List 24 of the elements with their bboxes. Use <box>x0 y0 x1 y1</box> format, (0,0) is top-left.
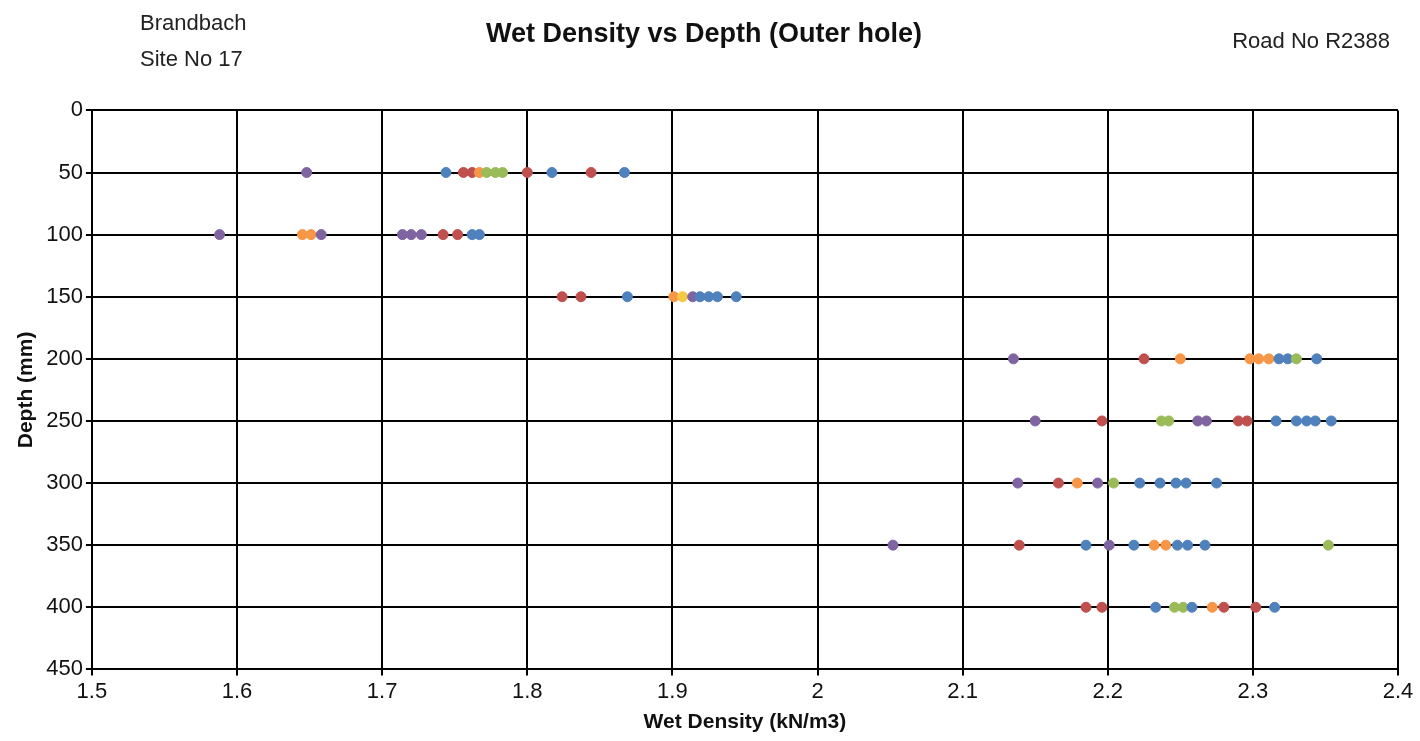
chart-title: Wet Density vs Depth (Outer hole) <box>485 17 923 48</box>
x-tick-label: 1.8 <box>511 677 543 703</box>
text: Brandbach <box>140 10 247 36</box>
y-tick-label: 0 <box>70 96 83 122</box>
x-axis-title: Wet Density (kN/m3) <box>643 709 847 733</box>
y-tick-label: 200 <box>46 344 83 370</box>
x-tick-label: 1.7 <box>366 677 398 703</box>
x-tick-label: 2.1 <box>947 677 978 703</box>
x-tick-label: 2 <box>811 677 824 703</box>
y-tick-label: 250 <box>46 407 83 433</box>
y-tick-label: 150 <box>46 282 83 308</box>
x-tick-label: 1.6 <box>221 677 253 703</box>
text: Road No R2388 <box>1232 28 1390 54</box>
y-tick-label: 100 <box>46 220 83 246</box>
x-tick-label: 2.3 <box>1237 677 1269 703</box>
x-tick-label: 1.9 <box>657 677 688 703</box>
y-tick-label: 400 <box>46 593 83 619</box>
x-tick-label: 2.2 <box>1092 677 1124 703</box>
y-tick-label: 350 <box>46 531 83 557</box>
text: Site No 17 <box>140 46 243 72</box>
y-tick-label: 300 <box>46 469 83 495</box>
y-axis-title: Depth (mm) <box>13 331 37 449</box>
x-tick-label: 2.4 <box>1382 677 1414 703</box>
y-tick-label: 50 <box>58 158 83 184</box>
